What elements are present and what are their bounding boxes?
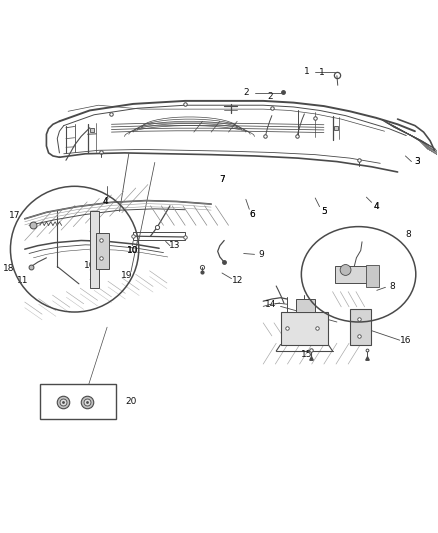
Text: 5: 5 — [321, 206, 327, 215]
Text: 4: 4 — [102, 197, 108, 206]
Text: 18: 18 — [3, 264, 14, 273]
Text: 7: 7 — [219, 175, 225, 184]
Text: 4: 4 — [373, 202, 379, 211]
Text: 2: 2 — [243, 88, 249, 96]
Bar — [350, 309, 371, 344]
Text: 20: 20 — [125, 397, 137, 406]
Bar — [96, 233, 110, 269]
Text: 3: 3 — [414, 157, 420, 166]
Text: 10: 10 — [127, 246, 138, 255]
Text: 15: 15 — [301, 350, 312, 359]
Text: 2: 2 — [267, 92, 272, 101]
Text: 8: 8 — [405, 230, 411, 239]
Text: 14: 14 — [265, 300, 277, 309]
Bar — [40, 384, 116, 419]
Text: 5: 5 — [321, 206, 327, 215]
Bar — [280, 312, 328, 344]
Text: 10: 10 — [127, 246, 138, 255]
Bar — [335, 265, 367, 283]
Text: 4: 4 — [373, 202, 379, 211]
Bar — [90, 211, 99, 288]
Text: 17: 17 — [9, 211, 21, 220]
Bar — [296, 299, 315, 312]
Ellipse shape — [340, 264, 351, 276]
Text: 6: 6 — [250, 210, 255, 219]
Text: 13: 13 — [169, 241, 180, 250]
Text: 3: 3 — [414, 157, 420, 166]
Bar — [133, 232, 185, 240]
Text: 11: 11 — [17, 276, 28, 285]
Text: 1: 1 — [319, 68, 325, 77]
Text: 7: 7 — [219, 175, 225, 184]
Text: 1: 1 — [304, 67, 309, 76]
Text: 12: 12 — [232, 276, 243, 285]
Text: 10: 10 — [84, 261, 95, 270]
Text: 9: 9 — [258, 250, 264, 259]
Text: 8: 8 — [389, 281, 395, 290]
Text: 4: 4 — [102, 197, 108, 206]
Bar — [366, 265, 378, 287]
Text: 6: 6 — [250, 210, 255, 219]
Text: 16: 16 — [399, 336, 411, 345]
Text: 19: 19 — [121, 271, 132, 280]
